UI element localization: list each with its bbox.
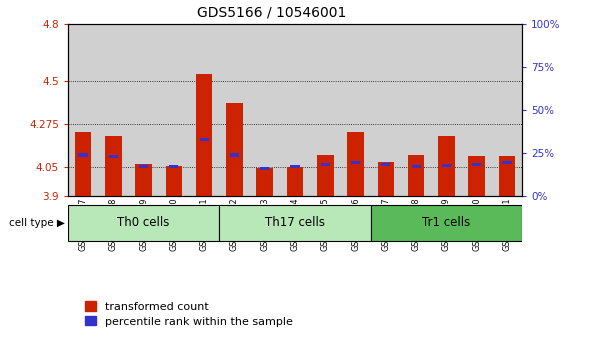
Bar [196, 74, 212, 196]
Bar [442, 164, 451, 167]
Bar [351, 161, 360, 164]
Bar [260, 167, 269, 170]
Bar [166, 166, 182, 196]
Bar [287, 167, 303, 196]
Bar [78, 153, 87, 156]
Bar [68, 205, 219, 241]
Bar [109, 155, 118, 159]
Bar [340, 24, 371, 196]
Bar [199, 138, 209, 141]
Bar [378, 163, 394, 196]
Bar [230, 153, 239, 156]
Bar [290, 164, 300, 168]
Bar [472, 163, 481, 166]
Bar [412, 164, 421, 168]
Text: GDS5166 / 10546001: GDS5166 / 10546001 [196, 5, 346, 20]
Bar [219, 205, 371, 241]
Bar [310, 24, 340, 196]
Bar [468, 156, 485, 196]
Bar [129, 24, 159, 196]
Bar [371, 205, 522, 241]
Bar [280, 24, 310, 196]
Bar [226, 103, 242, 196]
Bar [438, 136, 455, 196]
Bar [219, 24, 250, 196]
Legend: transformed count, percentile rank within the sample: transformed count, percentile rank withi… [80, 297, 297, 331]
Bar [499, 156, 515, 196]
Text: Th17 cells: Th17 cells [265, 216, 325, 229]
Text: Tr1 cells: Tr1 cells [422, 216, 471, 229]
Bar [105, 136, 122, 196]
Bar [431, 24, 461, 196]
Text: Th0 cells: Th0 cells [117, 216, 170, 229]
Bar [139, 164, 148, 168]
Bar [401, 24, 431, 196]
Bar [250, 24, 280, 196]
Bar [321, 163, 330, 166]
Bar [492, 24, 522, 196]
Bar [381, 163, 391, 166]
Bar [461, 24, 492, 196]
Bar [189, 24, 219, 196]
Bar [75, 132, 91, 196]
Bar [68, 24, 98, 196]
Bar [503, 161, 512, 164]
Bar [98, 24, 129, 196]
Bar [135, 164, 152, 196]
Bar [317, 155, 333, 196]
Bar [257, 168, 273, 196]
Bar [159, 24, 189, 196]
Bar [348, 132, 364, 196]
Bar [169, 164, 178, 168]
Bar [371, 24, 401, 196]
Text: cell type ▶: cell type ▶ [9, 218, 65, 228]
Bar [408, 155, 424, 196]
